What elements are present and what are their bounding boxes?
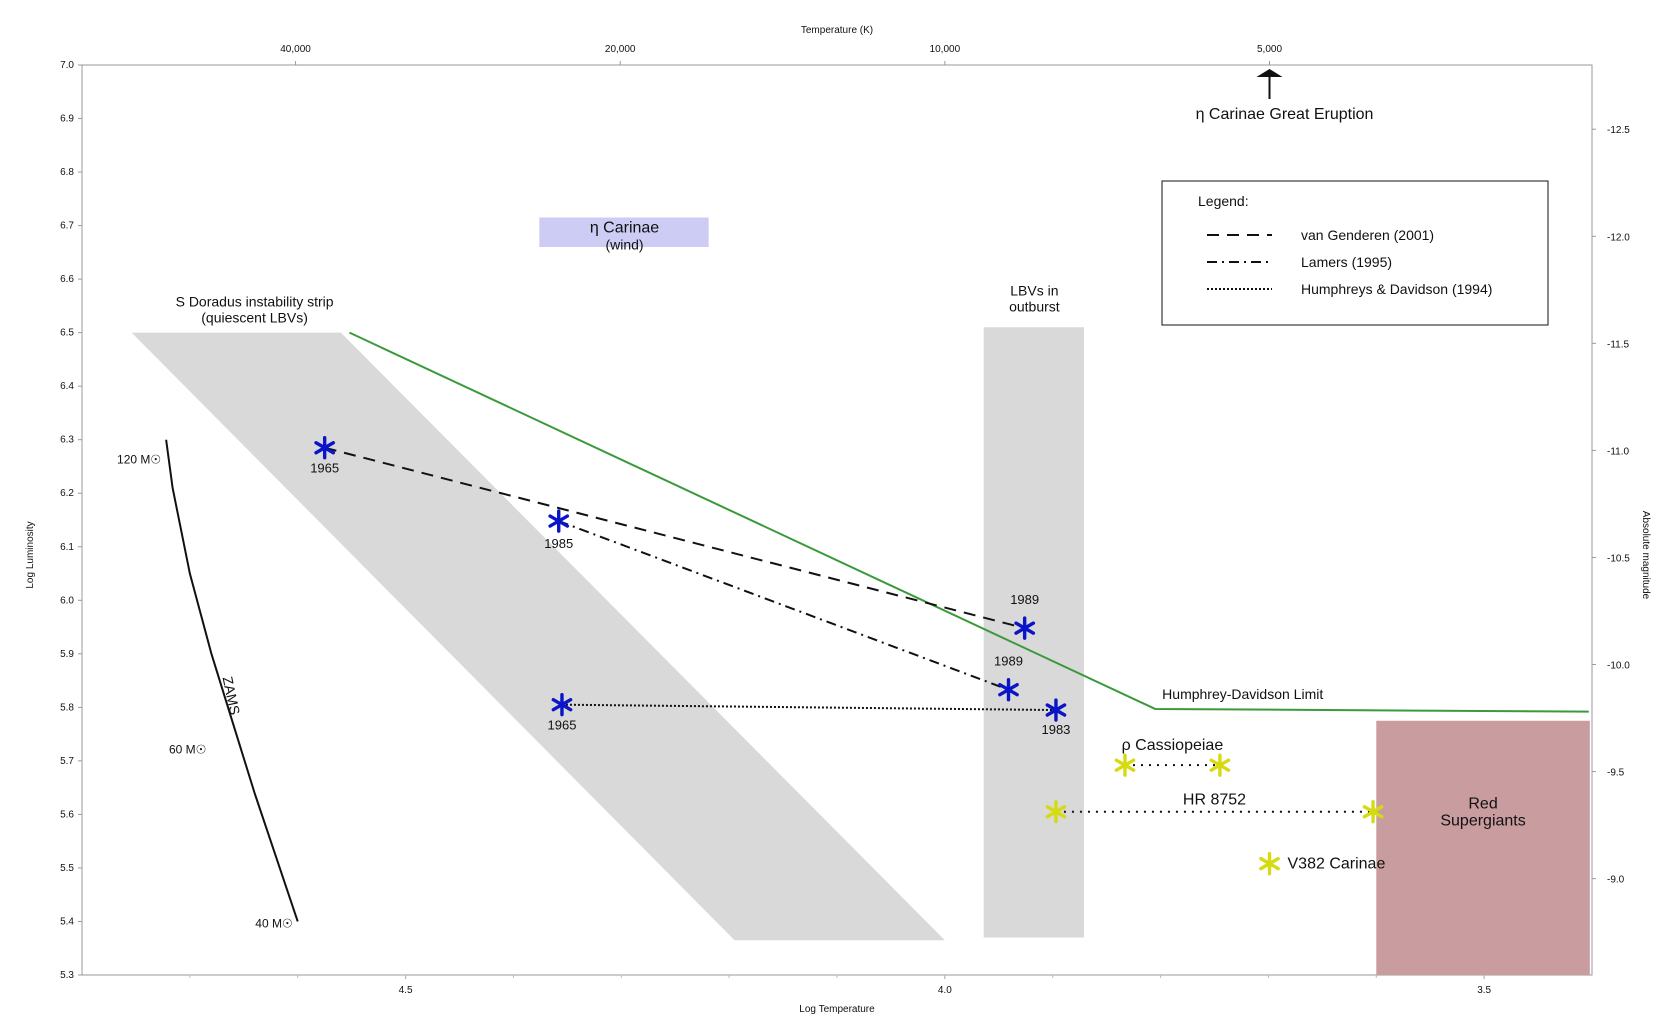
- y-tick-label: 6.5: [60, 328, 74, 339]
- comparison-star-arm: [1114, 758, 1136, 772]
- top-tick-label: 40,000: [280, 44, 311, 55]
- comparison-star-arm: [1045, 805, 1067, 819]
- y-axis-title: Log Luminosity: [25, 521, 36, 588]
- legend-entry-label: Humphreys & Davidson (1994): [1301, 281, 1492, 297]
- comparison-star-arm: [1259, 856, 1280, 871]
- year-label: 1965: [310, 461, 339, 476]
- region-label-line: Red: [1468, 795, 1497, 812]
- year-label: 1965: [548, 718, 577, 733]
- comparison-star-arm: [1362, 805, 1384, 819]
- s-doradus-strip-region: [131, 332, 945, 941]
- eta-carinae-wind-region: [539, 217, 709, 247]
- right-tick-label: -10.0: [1607, 661, 1630, 672]
- red-supergiants-region: [1376, 720, 1590, 975]
- top-axis-title: Temperature (K): [801, 25, 873, 36]
- v382-label: V382 Carinae: [1288, 856, 1386, 873]
- right-tick-label: -10.5: [1607, 553, 1630, 564]
- hd-limit-label: Humphrey-Davidson Limit: [1162, 686, 1323, 702]
- eruption-arrow-head: [1256, 69, 1283, 77]
- region-label-line: outburst: [1009, 298, 1060, 314]
- y-tick-label: 6.7: [60, 221, 74, 232]
- eta-carinae-star: [551, 692, 573, 717]
- y-tick-label: 6.1: [60, 542, 74, 553]
- y-tick-label: 6.9: [60, 114, 74, 125]
- x-tick-label: 4.5: [399, 985, 413, 996]
- region-label-line: η Carinae: [590, 220, 659, 237]
- y-tick-label: 5.9: [60, 649, 74, 660]
- rho-cas-label: ρ Cassiopeiae: [1122, 737, 1224, 754]
- top-tick-label: 10,000: [930, 44, 961, 55]
- eruption-label: η Carinae Great Eruption: [1196, 106, 1374, 123]
- right-tick-label: -11.5: [1607, 339, 1629, 350]
- top-tick-label: 20,000: [605, 44, 636, 55]
- right-tick-label: -12.0: [1607, 232, 1630, 243]
- comparison-star: [1259, 851, 1280, 876]
- comparison-star: [1114, 753, 1136, 777]
- top-tick-label: 5,000: [1257, 44, 1282, 55]
- comparison-star: [1362, 800, 1384, 824]
- y-tick-label: 6.4: [60, 381, 74, 392]
- y-tick-label: 5.5: [60, 863, 74, 874]
- right-axis-title: Absolute magnitude: [1640, 511, 1651, 600]
- region-label-line: (wind): [605, 237, 643, 253]
- y-tick-label: 5.8: [60, 702, 74, 713]
- eta-carinae-star: [1014, 616, 1036, 640]
- legend-box: [1161, 180, 1549, 326]
- y-tick-label: 5.3: [60, 970, 74, 981]
- x-axis-title: Log Temperature: [799, 1004, 875, 1015]
- eta-carinae-star: [314, 436, 336, 460]
- eta-carinae-star-arm: [1014, 621, 1036, 635]
- x-tick-label: 3.5: [1477, 985, 1491, 996]
- y-tick-label: 6.2: [60, 488, 74, 499]
- legend-entry-label: van Genderen (2001): [1301, 227, 1434, 243]
- y-tick-label: 5.4: [60, 916, 74, 927]
- right-tick-label: -9.0: [1607, 875, 1625, 886]
- year-label: 1983: [1041, 722, 1070, 737]
- year-label: 1985: [544, 536, 573, 551]
- legend-title: Legend:: [1198, 193, 1249, 209]
- y-tick-label: 5.6: [60, 809, 74, 820]
- x-tick-label: 4.0: [938, 985, 952, 996]
- right-tick-label: -11.0: [1607, 446, 1629, 457]
- right-tick-label: -9.5: [1607, 768, 1625, 779]
- y-tick-label: 7.0: [60, 60, 74, 71]
- eta-carinae-star-arm: [998, 682, 1019, 697]
- series-line-dashed: [324, 446, 1025, 630]
- comparison-star: [1045, 800, 1067, 824]
- region-label-line: LBVs in: [1010, 282, 1058, 298]
- zams-mass-label: 120 M☉: [117, 452, 161, 466]
- eta-carinae-star-arm: [548, 514, 570, 528]
- eta-carinae-star: [1045, 698, 1067, 722]
- humphreys-davidson-limit-line: [349, 331, 1589, 713]
- year-label: 1989: [994, 654, 1023, 669]
- comparison-star: [1209, 753, 1231, 777]
- zams-mass-label: 60 M☉: [169, 743, 206, 757]
- y-tick-label: 6.6: [60, 274, 74, 285]
- region-label-line: Supergiants: [1440, 812, 1525, 829]
- y-tick-label: 6.8: [60, 167, 74, 178]
- region-label-line: (quiescent LBVs): [201, 310, 308, 326]
- comparison-star-arm: [1209, 758, 1231, 772]
- legend-entry-label: Lamers (1995): [1301, 254, 1392, 270]
- zams-label: ZAMS: [220, 675, 244, 716]
- hr8752-label: HR 8752: [1183, 792, 1246, 809]
- zams-curve: [165, 439, 299, 922]
- y-tick-label: 6.3: [60, 435, 74, 446]
- y-tick-label: 6.0: [60, 595, 74, 606]
- year-label: 1989: [1010, 592, 1039, 607]
- right-tick-label: -12.5: [1607, 125, 1630, 136]
- zams-mass-label: 40 M☉: [255, 917, 292, 931]
- y-tick-label: 5.7: [60, 756, 74, 767]
- eta-carinae-star-arm: [1045, 703, 1067, 717]
- eta-carinae-star: [998, 677, 1019, 702]
- eta-carinae-star: [548, 509, 570, 533]
- eta-carinae-star-arm: [314, 441, 336, 455]
- region-label-line: S Doradus instability strip: [176, 294, 334, 310]
- series-line-dashdot: [558, 520, 1009, 691]
- eta-carinae-star-arm: [551, 697, 573, 712]
